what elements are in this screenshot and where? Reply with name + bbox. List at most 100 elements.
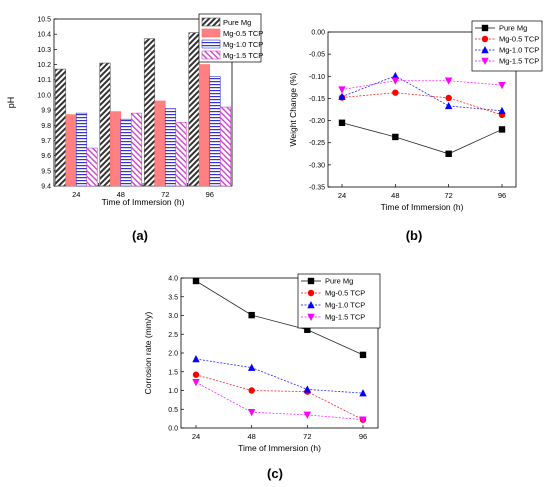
data-point [444, 101, 453, 110]
data-point [247, 409, 256, 417]
legend-label: Mg-0.5 TCP [499, 35, 539, 44]
x-axis-label: Time of Immersion (h) [238, 443, 321, 453]
y-tick-label: 0.0 [168, 426, 178, 433]
y-tick-label: 9.5 [41, 168, 51, 175]
bar [120, 118, 132, 187]
x-tick-label: 96 [359, 432, 367, 441]
x-tick-label: 24 [338, 191, 346, 200]
data-point [338, 92, 346, 100]
y-tick-label: -0.35 [309, 185, 325, 192]
y-tick-label: 10.4 [37, 32, 51, 39]
legend-marker [307, 301, 315, 309]
data-point [192, 379, 200, 387]
panel-label-a: (a) [132, 228, 148, 243]
data-point [338, 119, 346, 126]
legend-swatch [201, 39, 221, 49]
y-tick-label: 1.0 [168, 388, 178, 395]
legend-marker [307, 289, 315, 297]
y-axis-label: pH [6, 97, 16, 109]
series-line [195, 358, 364, 394]
y-tick-label: -0.05 [309, 52, 325, 59]
panel-c-line-chart: 0.0 0.5 1.0 1.5 2.0 2.5 3.0 3.5 4.0 24 48 72 96 Time … [143, 273, 381, 453]
plot-frame [327, 31, 517, 188]
legend-label: Pure Mg [223, 18, 251, 27]
data-point [391, 71, 400, 80]
panel-b-line-chart: 0.00 -0.05 -0.10 -0.15 -0.20 -0.25 -0.30 -0.35 2… [288, 20, 543, 212]
bar [65, 114, 77, 187]
x-tick-label: 72 [303, 432, 311, 441]
y-tick-label: -0.15 [309, 96, 325, 103]
series-line [341, 75, 503, 112]
legend-label: Mg-1.0 TCP [325, 301, 365, 310]
x-axis-label: Time of Immersion (h) [102, 197, 185, 207]
panel-label-b: (b) [406, 228, 423, 243]
y-tick-label: 9.4 [41, 184, 51, 191]
data-point [359, 389, 367, 397]
y-tick-label: 9.8 [41, 123, 51, 130]
data-point [192, 355, 200, 363]
y-tick-label: 3.0 [168, 313, 178, 320]
y-tick-label: 4.0 [168, 276, 178, 283]
bar [219, 106, 232, 187]
y-tick-label: 0.00 [311, 30, 325, 37]
y-tick-label: 9.6 [41, 153, 51, 160]
x-tick-label: 72 [161, 190, 169, 199]
series-line [341, 122, 503, 155]
y-tick-label: 3.5 [168, 294, 178, 301]
legend-marker [481, 24, 489, 32]
legend-swatch [201, 17, 221, 27]
legend-marker [481, 35, 489, 43]
y-axis-label: Corrosion rate (mm/y) [143, 312, 153, 395]
y-tick-label: -0.20 [309, 118, 325, 125]
legend-marker [481, 46, 489, 54]
y-tick-label: 10.1 [37, 77, 51, 84]
x-tick-label: 48 [247, 432, 255, 441]
data-point [303, 411, 312, 419]
series-line [341, 92, 503, 116]
x-tick-label: 48 [117, 190, 125, 199]
x-tick-label: 96 [206, 190, 214, 199]
data-point [498, 81, 506, 90]
legend-label: Pure Mg [325, 277, 353, 286]
data-point [247, 363, 256, 371]
data-point [304, 326, 311, 333]
panel-a-bar-chart: 9.4 9.5 9.6 9.7 9.8 9.9 10.0 10.1 10.2 10.3 10.4 10… [6, 13, 263, 207]
data-point [392, 133, 399, 141]
data-point [498, 126, 506, 133]
y-tick-label: 10.0 [37, 92, 51, 99]
y-tick-label: -0.30 [309, 162, 325, 169]
legend-label: Mg-1.5 TCP [223, 51, 263, 60]
bar [175, 121, 187, 187]
legend-marker [481, 57, 489, 65]
bar [109, 111, 122, 187]
series-line [195, 381, 364, 421]
data-point [445, 94, 452, 102]
y-tick-label: -0.10 [309, 74, 325, 81]
legend-label: Mg-0.5 TCP [325, 289, 365, 298]
y-tick-label: 9.7 [41, 138, 51, 145]
data-point [338, 86, 346, 94]
legend-label: Mg-1.5 TCP [325, 313, 365, 322]
bar [143, 38, 156, 187]
x-tick-label: 24 [72, 190, 80, 199]
bar [86, 147, 98, 187]
legend-label: Mg-0.5 TCP [223, 29, 263, 38]
legend-label: Mg-1.0 TCP [223, 40, 263, 49]
data-point [391, 77, 400, 85]
y-tick-label: 2.5 [168, 332, 178, 339]
data-point [192, 277, 200, 285]
data-point [445, 150, 452, 157]
bar [54, 68, 67, 187]
data-point [359, 351, 367, 359]
series-line [341, 80, 503, 90]
data-point [303, 385, 312, 393]
y-tick-label: 1.5 [168, 369, 178, 376]
y-tick-label: 0.5 [168, 407, 178, 414]
bar [130, 112, 143, 187]
legend-marker [307, 313, 315, 321]
bar [188, 32, 200, 187]
data-point [192, 371, 200, 378]
y-axis-label: Weight Change (%) [288, 72, 298, 146]
legend-swatch [201, 28, 221, 38]
